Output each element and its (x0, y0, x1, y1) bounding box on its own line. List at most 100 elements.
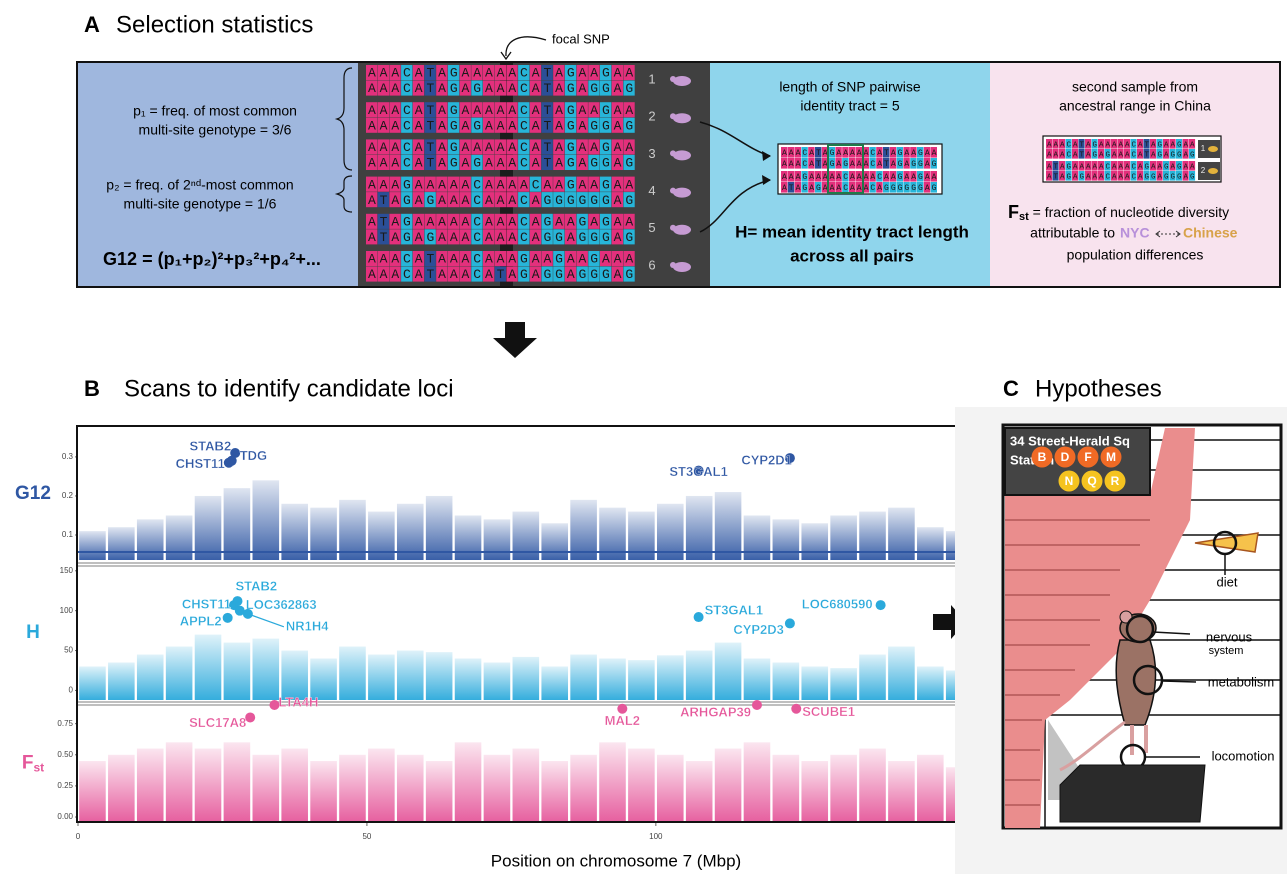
base-cell (1046, 171, 1053, 181)
base-cell (424, 139, 436, 155)
base-cell (459, 192, 471, 208)
base-cell (459, 80, 471, 96)
base-cell (401, 117, 413, 133)
base-cell (842, 147, 849, 158)
fst-symbol: F (1008, 202, 1019, 222)
base-cell (471, 102, 483, 118)
sample-id: 6 (648, 257, 655, 272)
base-cell (801, 147, 808, 158)
base-cell (588, 266, 600, 282)
window-peak (108, 754, 135, 822)
arrowheads (762, 151, 771, 185)
down-arrow (493, 322, 537, 358)
base-cell (923, 182, 931, 193)
x-tick-label: 100 (649, 832, 663, 841)
base-cell (553, 251, 565, 267)
base-cell (401, 80, 413, 96)
base-cell (835, 182, 842, 193)
base-cell (553, 80, 565, 96)
base-cell (869, 182, 876, 193)
window-peak (165, 646, 193, 700)
y-tick-label: 0 (69, 686, 74, 695)
base-cell (377, 154, 389, 170)
window-peak (512, 656, 540, 700)
pair-arrow (699, 179, 771, 233)
candidate-locus (617, 703, 628, 714)
base-cell (506, 213, 518, 229)
base-cell (828, 171, 835, 182)
trait-label: system (1209, 645, 1244, 657)
base-cell (1065, 149, 1072, 159)
rat-icon (673, 150, 691, 161)
locus-label: MAL2 (605, 713, 640, 728)
g12-formula: G12 = (p₁+p₂)²+p₃²+p₄²+... (103, 249, 321, 269)
candidate-locus (245, 712, 256, 723)
base-cell (494, 65, 506, 81)
base-cell (808, 182, 815, 193)
base-cell (436, 154, 448, 170)
base-cell (483, 102, 495, 118)
window-peak (570, 754, 597, 822)
base-cell (600, 229, 612, 245)
base-cell (401, 176, 413, 192)
fst-text: second sample from (1072, 79, 1198, 95)
haplotype: AAACATAGAGAAACATAGAGGAG (1047, 151, 1197, 159)
base-cell (529, 117, 542, 133)
fst-text: ancestral range in China (1059, 98, 1211, 114)
haplotype: ATAGAGAAACAAACAGGGGGGAG (368, 193, 637, 208)
haplotype: AAACATAAACAAAGAAGAAGAAA (368, 252, 637, 267)
candidate-locus (875, 600, 886, 611)
window-peak (252, 638, 280, 700)
group-chinese: Chinese (1183, 225, 1238, 241)
locus-label: SCUBE1 (802, 704, 855, 719)
base-cell (815, 147, 822, 158)
base-cell (1130, 161, 1137, 171)
base-cell (424, 251, 436, 267)
haplotype: AAACATAGAGAAACATAGAGGAG (368, 156, 637, 171)
window-peak (454, 742, 482, 822)
base-cell (471, 139, 483, 155)
g12-text: multi-site genotype = 3/6 (139, 122, 292, 138)
base-cell (787, 171, 795, 182)
base-cell (459, 139, 471, 155)
window-peak (743, 658, 771, 700)
base-cell (529, 65, 542, 81)
base-cell (821, 147, 829, 158)
base-cell (1143, 139, 1150, 149)
window-peak (108, 527, 135, 560)
base-cell (377, 266, 389, 282)
window-peak (483, 662, 511, 700)
base-cell (401, 139, 413, 155)
base-cell (1124, 149, 1131, 159)
window-peak (281, 650, 308, 700)
haplotype: ATAGAGAAACAAACAGGAGGGAG (368, 230, 637, 245)
base-cell (377, 65, 389, 81)
base-cell (623, 117, 635, 133)
base-cell (896, 147, 903, 158)
base-cell (1150, 149, 1157, 159)
base-cell (564, 102, 577, 118)
base-cell (889, 147, 897, 158)
base-cell (794, 158, 801, 169)
locus-label: LTA4H (278, 694, 318, 709)
base-cell (553, 192, 565, 208)
locus-label: LOC680590 (802, 597, 873, 612)
trait-line (1161, 680, 1197, 683)
window-peak (917, 527, 944, 560)
base-cell (896, 158, 903, 169)
rat-icon (673, 224, 691, 235)
base-cell (1156, 149, 1163, 159)
base-cell (623, 229, 635, 245)
base-cell (862, 158, 869, 169)
candidate-locus (269, 700, 280, 710)
base-cell (876, 171, 883, 182)
label-connector (247, 613, 285, 628)
base-cell (1176, 161, 1183, 171)
base-cell (794, 182, 801, 193)
base-cell (588, 102, 600, 118)
base-cell (366, 80, 378, 96)
base-cell (611, 251, 623, 267)
sequence-grid: AAACATAGAAAAACATAGAAGAAAAACATAGAGAAACATA… (366, 65, 1222, 282)
base-cell (862, 147, 869, 158)
locus-label: ST3GAL1 (669, 464, 728, 479)
